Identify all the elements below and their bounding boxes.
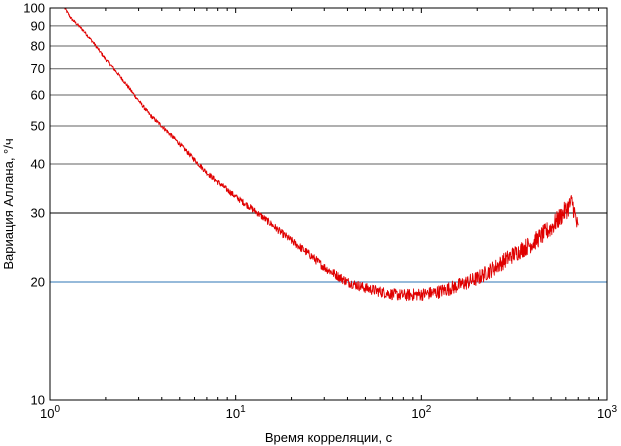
x-tick-base: 10 (597, 406, 611, 421)
x-axis-label: Время корреляции, с (265, 430, 393, 445)
y-tick-label-40: 40 (31, 156, 45, 171)
series-layer (64, 7, 579, 302)
y-tick-label-10: 10 (31, 393, 45, 408)
y-tick-label-50: 50 (31, 119, 45, 134)
y-tick-label-30: 30 (31, 205, 45, 220)
y-tick-labels: 10 20 30 40 50 60 70 80 90 100 (23, 1, 45, 408)
x-tick-exponent: 0 (54, 404, 60, 415)
horizontal-gridlines (50, 25, 607, 283)
x-tick-base: 10 (226, 406, 240, 421)
x-tick-label-10-1: 101 (226, 404, 246, 421)
x-tick-label-10-0: 100 (40, 404, 60, 421)
series-line-0 (64, 7, 579, 302)
y-tick-label-80: 80 (31, 38, 45, 53)
x-tick-base: 10 (40, 406, 54, 421)
y-tick-label-90: 90 (31, 18, 45, 33)
x-tick-base: 10 (411, 406, 425, 421)
x-tick-label-10-2: 102 (411, 404, 431, 421)
y-tick-label-60: 60 (31, 87, 45, 102)
y-tick-label-20: 20 (31, 274, 45, 289)
x-tick-exponent: 3 (611, 404, 617, 415)
x-minor-ticks (49, 8, 600, 400)
x-tick-labels: 100 101 102 103 (40, 404, 617, 421)
plot-frame (49, 7, 608, 401)
x-tick-exponent: 2 (426, 404, 432, 415)
y-tick-label-100: 100 (23, 1, 45, 16)
y-axis-label: Вариация Аллана, °/ч (1, 138, 16, 269)
x-tick-label-10-3: 103 (597, 404, 617, 421)
x-tick-exponent: 1 (240, 404, 246, 415)
y-tick-label-70: 70 (31, 61, 45, 76)
